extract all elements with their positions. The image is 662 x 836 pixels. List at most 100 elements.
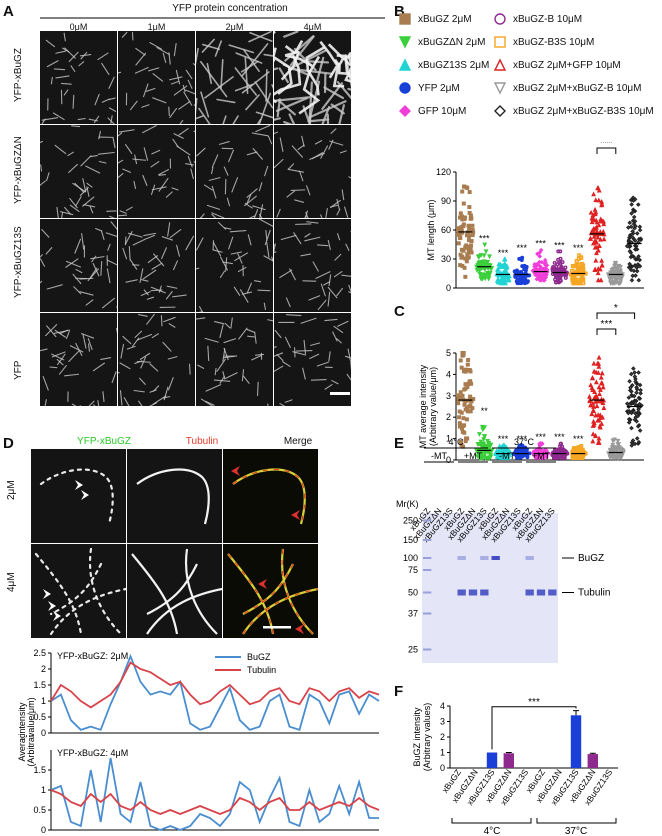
point-7-13: [590, 423, 596, 428]
point-3-63: [523, 277, 528, 282]
point-7-66: [593, 239, 599, 245]
point-2-66: [498, 448, 504, 454]
legend-item-8: GFP 10μM: [398, 104, 466, 118]
legend-marker-6: [399, 82, 411, 94]
point-9-68: [629, 440, 635, 445]
point-7-1: [589, 384, 595, 390]
point-9-35: [633, 273, 638, 278]
sig-label-5: ***: [554, 432, 565, 442]
sig-bracket: [491, 706, 577, 750]
point-7-45: [591, 368, 597, 374]
point-9-31: [632, 441, 638, 447]
bar-8: [587, 754, 599, 768]
bugz-band-0: [457, 556, 466, 560]
point-4-68: [533, 455, 539, 461]
point-9-57: [629, 277, 635, 283]
point-9-3: [625, 401, 630, 406]
bracket-label-1: *: [614, 303, 618, 314]
point-9-48: [632, 218, 638, 224]
point-0-62: [464, 259, 469, 264]
panel-b-scatter-chart: 0 30 60 90 120 MT length (μm) *** *** *** *** *** *…: [426, 142, 644, 293]
point-0-35: [457, 421, 462, 426]
point-2-69: [495, 278, 501, 284]
point-7-22: [598, 374, 604, 380]
point-4-68: [538, 247, 544, 253]
point-8-69: [611, 279, 617, 285]
point-4-60: [534, 262, 540, 268]
point-9-20: [628, 371, 634, 377]
point-7-17: [590, 431, 596, 437]
point-0-52: [467, 226, 472, 231]
point-7-39: [593, 257, 599, 263]
point-9-61: [633, 247, 638, 252]
micrograph-r3-c1: [118, 313, 195, 406]
col-label-3: 4μM: [303, 22, 322, 32]
legend-label-1: xBuGZ-B 10μM: [513, 13, 583, 25]
cond-label-1: +MT: [464, 451, 483, 461]
point-8-64: [614, 277, 620, 283]
point-9-66: [634, 390, 639, 395]
point-7-57: [600, 414, 605, 420]
point-7-49: [601, 405, 607, 410]
point-9-17: [632, 417, 638, 423]
point-5-60: [556, 249, 561, 254]
point-0-63: [467, 190, 472, 195]
point-7-42: [590, 216, 596, 222]
point-7-59: [597, 415, 603, 421]
marker-label-0: 250: [403, 516, 418, 526]
y-axis-label-2: (Arbitrary value/μm): [26, 697, 36, 740]
point-1-66: [479, 452, 484, 458]
point-2-51: [502, 256, 508, 262]
point-4-63: [544, 452, 550, 457]
legend-marker-3: [494, 36, 506, 48]
point-7-30: [593, 197, 599, 203]
point-7-55: [588, 382, 594, 388]
series-line-0: [50, 757, 379, 831]
point-4-19: [544, 454, 549, 460]
y-tick-label-3: 90: [441, 196, 451, 206]
red-arrowhead-1: [291, 510, 300, 520]
point-0-31: [464, 417, 469, 422]
point-9-12: [637, 382, 643, 388]
row-label-3: YFP: [13, 360, 24, 380]
point-0-23: [469, 250, 474, 255]
point-1-65: [487, 445, 493, 451]
row-label-1: YFP-xBuGZΔN: [13, 136, 24, 204]
panel-letter-f: F: [394, 683, 404, 700]
legend-item-5: xBuGZ 2μM+GFP 10μM: [493, 58, 621, 72]
point-6-60: [577, 445, 582, 450]
y-tick-label-2: 2: [446, 412, 451, 422]
point-9-54: [637, 396, 643, 401]
point-9-37: [629, 264, 635, 269]
point-7-49: [596, 187, 602, 193]
panel-d-image-r1-c2: [223, 544, 318, 638]
y-tick-label-1: 1: [440, 748, 445, 758]
point-5-65: [555, 455, 560, 460]
point-2-37: [505, 277, 511, 283]
panel-letter-c: C: [394, 303, 405, 320]
point-8-49: [607, 455, 613, 461]
tubulin-band-2: [480, 589, 489, 596]
panel-letter-b: B: [394, 3, 405, 20]
point-9-41: [637, 263, 643, 269]
point-2-66: [498, 262, 503, 268]
point-8-60: [612, 269, 618, 275]
point-7-7: [594, 403, 600, 409]
point-7-43: [596, 222, 602, 228]
point-9-39: [632, 238, 638, 243]
point-5-58: [560, 454, 565, 459]
point-0-59: [456, 241, 461, 246]
point-9-53: [637, 257, 642, 263]
sig-label-1: ***: [479, 234, 490, 244]
point-8-42: [615, 275, 620, 281]
legend-marker-8: [399, 105, 411, 117]
panel-letter-a: A: [3, 3, 14, 20]
series-line-1: [50, 789, 380, 815]
point-1-59: [477, 432, 482, 437]
point-1-64: [485, 266, 491, 272]
micrograph-r1-c2: [196, 125, 273, 218]
point-9-26: [631, 221, 637, 227]
point-7-48: [599, 370, 605, 376]
point-1-62: [480, 276, 485, 282]
point-4-67: [542, 448, 548, 454]
